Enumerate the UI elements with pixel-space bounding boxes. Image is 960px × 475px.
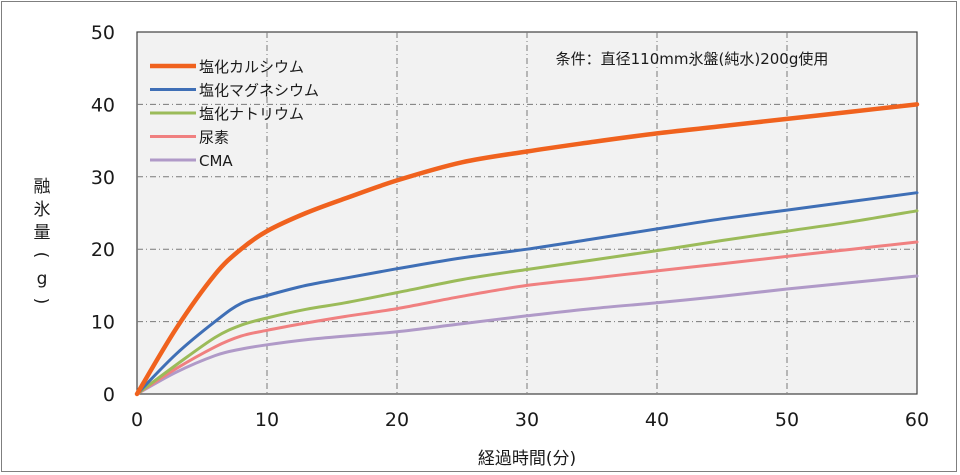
y-tick-labels: 0 10 20 30 40 50 [91,22,115,406]
y-tick-label: 20 [91,239,115,261]
series-lines [134,102,920,397]
x-tick-label: 0 [131,409,143,431]
legend-label: CMA [199,152,233,170]
x-tick-label: 60 [905,409,929,431]
series-line [135,191,919,396]
legend-label: 塩化ナトリウム [199,105,304,123]
x-tick-label: 10 [255,409,279,431]
y-tick-label: 0 [103,384,115,406]
y-tick-label: 40 [91,94,115,116]
series-line [135,274,919,396]
x-tick-label: 20 [385,409,409,431]
grid-lines [137,32,917,394]
series-line [134,102,920,397]
y-axis-title-char: 量 [34,223,51,243]
y-axis-title-char: 融 [34,177,51,197]
y-axis-title-char: ( [31,252,51,259]
legend-label: 尿素 [199,129,229,147]
x-tick-label: 50 [775,409,799,431]
y-axis-title-char: ) [31,298,51,305]
y-axis-title-char: 氷 [34,200,51,220]
x-tick-label: 40 [645,409,669,431]
y-axis-title-char: g [37,269,48,289]
x-tick-labels: 0 10 20 30 40 50 60 [131,409,929,431]
legend-label: 塩化マグネシウム [199,82,319,100]
y-tick-label: 10 [91,312,115,334]
y-axis-title: 融氷量 ( g) [31,177,51,304]
series-line [135,240,919,396]
condition-annotation: 条件：直径110mm氷盤(純水)200g使用 [556,50,829,68]
series-line [135,209,919,396]
legend-label: 塩化カルシウム [199,58,304,76]
x-tick-label: 30 [515,409,539,431]
x-axis-title: 経過時間(分) [478,449,576,469]
y-tick-label: 30 [91,167,115,189]
y-tick-label: 50 [91,22,115,44]
